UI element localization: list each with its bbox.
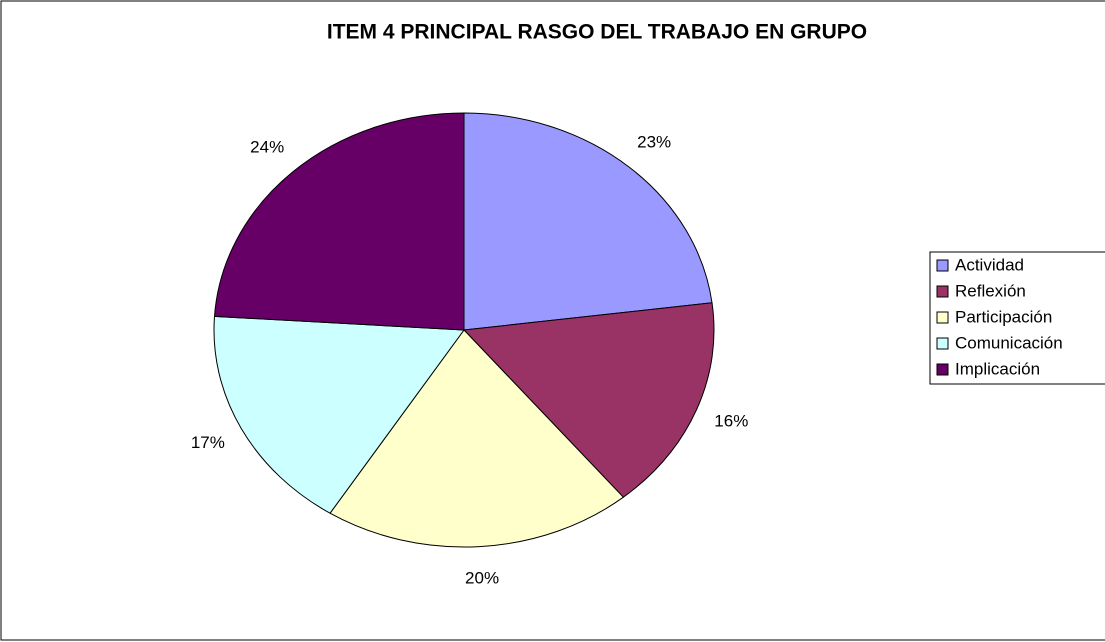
data-label: 20% [465, 569, 499, 588]
chart-title: ITEM 4 PRINCIPAL RASGO DEL TRABAJO EN GR… [327, 21, 867, 44]
legend-swatch [936, 285, 949, 298]
pie-slice [463, 112, 713, 331]
data-label: 17% [191, 433, 225, 452]
legend-label: Implicación [955, 359, 1040, 378]
legend-swatch [936, 337, 949, 350]
pie-slice [462, 302, 715, 498]
pie-slice [213, 112, 465, 331]
legend-label: Participación [955, 307, 1052, 326]
pie-slice [329, 329, 625, 548]
legend-swatch [936, 259, 949, 272]
pie-slice [213, 315, 465, 514]
legend-swatch [936, 311, 949, 324]
data-label: 16% [714, 411, 748, 430]
data-label: 23% [637, 132, 671, 151]
legend-label: Comunicación [955, 333, 1063, 352]
data-label: 24% [250, 138, 284, 157]
legend-label: Reflexión [955, 281, 1026, 300]
legend-label: Actividad [955, 255, 1024, 274]
legend-box [929, 251, 1105, 385]
legend-swatch [936, 363, 949, 376]
